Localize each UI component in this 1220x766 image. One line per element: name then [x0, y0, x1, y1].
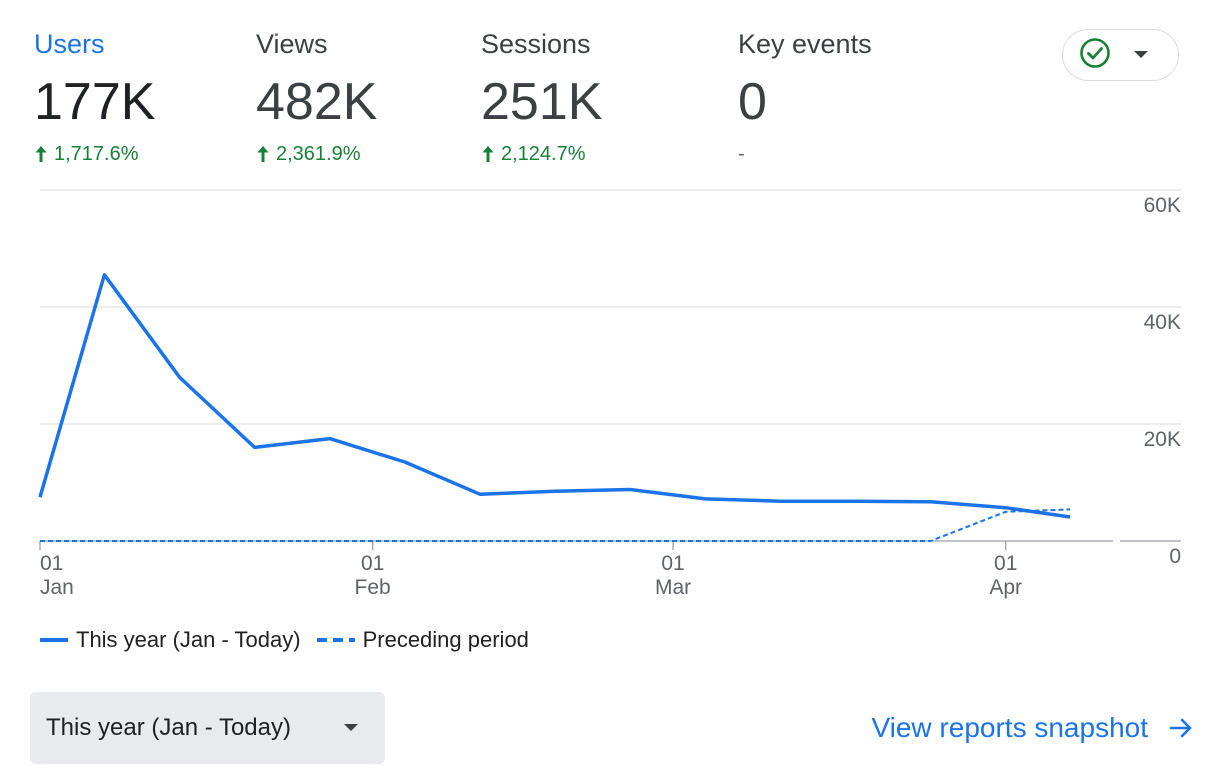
metric-sessions[interactable]: Sessions 251K 2,124.7%: [481, 26, 602, 166]
y-tick-label: 20K: [1144, 428, 1181, 451]
metric-change: 2,361.9%: [256, 142, 377, 166]
dashed-line-swatch: [316, 637, 355, 643]
x-tick-month: Mar: [655, 576, 691, 599]
metric-change: -: [738, 142, 872, 166]
x-tick-day: 01: [994, 552, 1017, 575]
metric-label: Sessions: [481, 29, 591, 59]
legend-label: This year (Jan - Today): [76, 627, 301, 652]
x-tick-day: 01: [40, 552, 63, 575]
metric-change-value: 1,717.6%: [54, 142, 139, 165]
metric-change-value: 2,361.9%: [276, 142, 361, 165]
y-tick-label: 60K: [1144, 194, 1181, 217]
arrow-drop-down-icon: [343, 723, 359, 733]
legend-label: Preceding period: [362, 627, 529, 652]
view-reports-snapshot-link[interactable]: View reports snapshot: [871, 706, 1194, 750]
chart-legend: This year (Jan - Today) Preceding period: [40, 627, 529, 653]
metric-users[interactable]: Users 177K 1,717.6%: [34, 26, 155, 166]
metric-label: Users: [34, 29, 105, 59]
date-range-label: This year (Jan - Today): [46, 714, 291, 741]
metric-change: 1,717.6%: [34, 142, 155, 166]
legend-item-current: This year (Jan - Today): [40, 627, 301, 653]
solid-line-swatch: [40, 637, 68, 643]
check-circle-icon: [1079, 37, 1111, 74]
series-line-preceding-period: [40, 508, 1071, 542]
arrow-up-icon: [481, 144, 495, 164]
metric-change: 2,124.7%: [481, 142, 602, 166]
series-line-this-year: [38, 273, 1071, 519]
date-range-dropdown[interactable]: This year (Jan - Today): [30, 692, 385, 764]
metric-change-value: 2,124.7%: [501, 142, 586, 165]
arrow-drop-down-icon: [1133, 50, 1149, 60]
x-tick-month: Apr: [989, 576, 1022, 599]
metric-label: Views: [256, 29, 328, 59]
metric-label: Key events: [738, 29, 872, 59]
x-tick-day: 01: [661, 552, 684, 575]
x-tick-month: Feb: [355, 576, 391, 599]
metric-change-value: -: [738, 142, 745, 165]
x-tick-month: Jan: [40, 576, 74, 599]
metric-value: 251K: [481, 73, 603, 131]
arrow-forward-icon: [1168, 715, 1194, 741]
metric-views[interactable]: Views 482K 2,361.9%: [256, 26, 377, 166]
y-tick-label: 0: [1169, 545, 1181, 568]
compare-toggle-dropdown[interactable]: [1062, 29, 1179, 81]
metric-value: 0: [738, 73, 767, 131]
x-tick-day: 01: [361, 552, 384, 575]
arrow-up-icon: [34, 144, 48, 164]
legend-item-previous: Preceding period: [316, 627, 529, 653]
metric-value: 482K: [256, 73, 378, 131]
metric-value: 177K: [34, 73, 156, 131]
y-tick-label: 40K: [1144, 311, 1181, 334]
snapshot-link-label: View reports snapshot: [871, 712, 1148, 743]
metric-key-events[interactable]: Key events 0 -: [738, 26, 872, 166]
arrow-up-icon: [256, 144, 270, 164]
